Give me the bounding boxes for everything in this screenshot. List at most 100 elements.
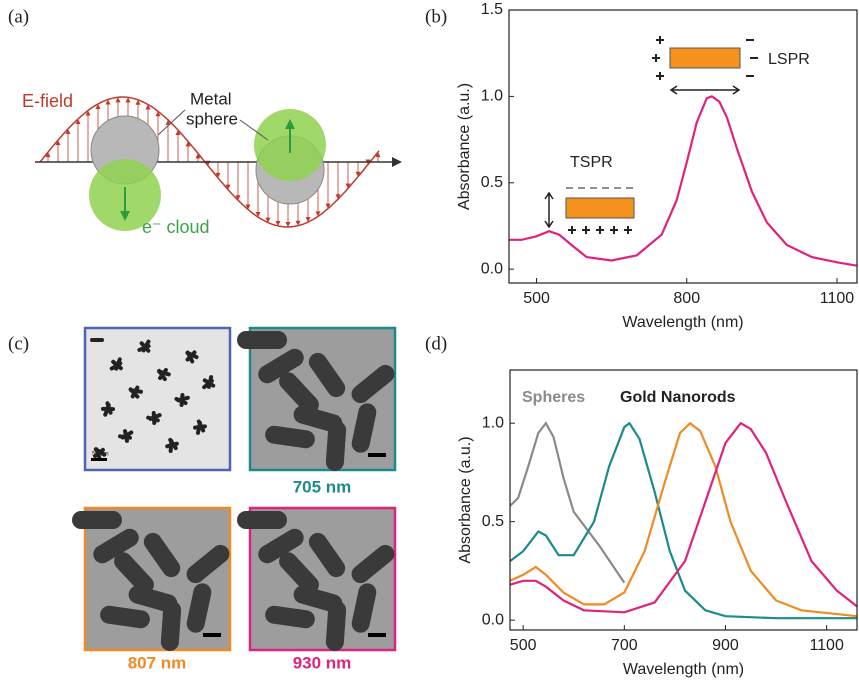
plus (624, 226, 632, 234)
panel-label: (c) (8, 333, 29, 354)
field-arrow (315, 211, 321, 217)
nanorod (72, 511, 122, 529)
field-arrow (165, 119, 171, 125)
nanorod (351, 364, 395, 404)
field-arrow (265, 217, 271, 223)
nanorod (148, 413, 162, 421)
nanorod (168, 437, 178, 451)
nanorod (186, 544, 230, 584)
nanorod (237, 331, 287, 349)
plus (596, 226, 604, 234)
plus (656, 36, 664, 44)
data-line (509, 421, 858, 614)
nanorod (308, 532, 346, 578)
x-tick-label: 1100 (809, 637, 844, 654)
nanorod (90, 338, 104, 342)
nanorod (351, 583, 377, 633)
x-tick-label: 500 (510, 637, 537, 654)
annotation: TSPR (570, 154, 613, 171)
field-arrow (135, 99, 141, 105)
field-wave (39, 96, 380, 228)
rod (669, 47, 741, 69)
micrograph (83, 506, 232, 652)
field-label: E-field (22, 91, 73, 111)
field-arrow (45, 152, 51, 158)
field-arrow (155, 111, 161, 117)
panel-label: (d) (425, 333, 447, 354)
nanorod (265, 425, 315, 449)
data-line (509, 421, 858, 618)
nanorod (237, 511, 287, 529)
nanorod (279, 372, 319, 414)
nanorod (157, 369, 171, 377)
plot-frame (508, 9, 858, 284)
size-label: 930 nm (293, 653, 352, 672)
nanorod (351, 403, 377, 453)
rod (565, 197, 635, 219)
x-tick-label: 900 (712, 637, 739, 654)
y-axis-label: Absorbance (a.u.) (456, 83, 473, 210)
y-tick-label: 1.5 (481, 1, 503, 18)
field-arrow (375, 152, 381, 158)
plus (582, 226, 590, 234)
leader (157, 109, 186, 136)
field-arrow (65, 128, 71, 134)
y-tick-label: 0.5 (482, 513, 504, 530)
field-arrow (335, 194, 341, 200)
field-arrow (195, 153, 201, 159)
annotation: Gold Nanorods (620, 389, 736, 406)
scale-bar (368, 633, 386, 637)
cloud-label: e⁻ cloud (142, 217, 210, 237)
legend-label: Spheres (522, 389, 585, 406)
x-tick-label: 1100 (820, 290, 855, 307)
y-tick-label: 0.5 (481, 174, 503, 191)
field-arrow (145, 104, 151, 110)
nanorod (114, 357, 122, 371)
field-arrow (325, 203, 331, 209)
scale-bar (91, 458, 107, 461)
field-arrow (85, 110, 91, 116)
field-arrow (355, 171, 361, 177)
dipole-head (120, 211, 130, 221)
plus (610, 226, 618, 234)
field-arrow (105, 99, 111, 105)
axis-arrow (392, 157, 402, 167)
scale-label: 50 nm (92, 452, 109, 458)
nanorod (325, 421, 347, 471)
field-arrow (95, 103, 101, 109)
panel-label: (a) (8, 6, 29, 27)
x-tick-label: 500 (523, 290, 550, 307)
data-line (509, 421, 626, 584)
nanorod (114, 552, 154, 594)
sphere-label: Metal (190, 89, 232, 108)
nanorod (93, 447, 107, 457)
nanorod (196, 419, 206, 433)
nanorod (293, 585, 343, 613)
field-arrow (295, 220, 301, 226)
field-arrow (175, 130, 181, 136)
dipole-head (285, 119, 295, 129)
plus (652, 54, 660, 62)
leader (239, 119, 269, 141)
nanorod (120, 430, 134, 440)
field-arrow (235, 195, 241, 201)
x-tick-label: 800 (673, 290, 700, 307)
nanorod (279, 552, 319, 594)
data-line (509, 421, 857, 620)
nanorod (258, 528, 304, 564)
arrow-h (669, 85, 741, 95)
scale-bar (368, 453, 386, 457)
micrograph (248, 506, 397, 652)
field-arrow (225, 184, 231, 190)
field-arrow (55, 140, 61, 146)
x-axis-label: Wavelength (nm) (622, 314, 743, 331)
sphere-label: sphere (186, 109, 238, 128)
nanorod (351, 544, 395, 584)
nanorod (93, 528, 139, 564)
y-tick-label: 1.0 (482, 414, 504, 431)
field-arrow (215, 172, 221, 178)
y-tick-label: 1.0 (481, 88, 503, 105)
field-arrow (345, 183, 351, 189)
plus (656, 72, 664, 80)
